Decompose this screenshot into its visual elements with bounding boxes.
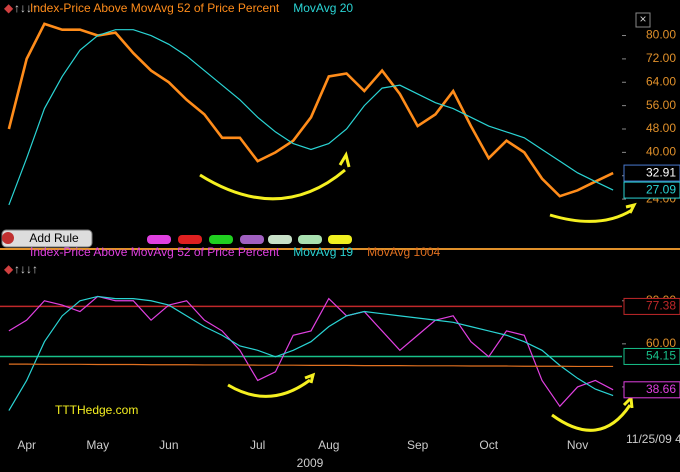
series-line — [8, 363, 614, 368]
swatch[interactable] — [268, 235, 292, 244]
arrow — [227, 378, 311, 398]
x-tick-label: Oct — [479, 438, 498, 452]
value-label-box — [623, 164, 680, 182]
value-label: 27.09 — [646, 182, 676, 196]
series-line — [8, 29, 614, 206]
button-label: Add Rule — [29, 231, 79, 245]
x-tick-label: Jun — [159, 438, 178, 452]
value-label: 77.38 — [646, 299, 676, 313]
y-tick-label: 72.00 — [646, 51, 676, 65]
y-tick-label: 64.00 — [646, 74, 676, 88]
button[interactable] — [1, 229, 93, 248]
arrow-head — [304, 372, 316, 384]
series-line — [8, 295, 614, 411]
y-tick-label: 60.00 — [646, 336, 676, 350]
watermark: TTTHedge.com — [55, 403, 138, 417]
value-label-box — [623, 347, 680, 365]
series-line — [8, 295, 614, 408]
y-tick-label: 40.00 — [646, 145, 676, 159]
x-tick-label: Jul — [250, 438, 265, 452]
swatch[interactable] — [240, 235, 264, 244]
legend: Index-Price Above MovAvg 52 of Price Per… — [30, 1, 353, 15]
value-label: 32.91 — [646, 165, 676, 179]
close-icon[interactable] — [635, 12, 651, 28]
panel-icons: ↑↓↓↑ — [14, 262, 38, 276]
close-icon-x: × — [639, 12, 646, 26]
x-tick-label: May — [86, 438, 109, 452]
legend: Index-Price Above MovAvg 52 of Price Per… — [30, 245, 441, 259]
y-tick-label: 56.00 — [646, 98, 676, 112]
value-label-box — [623, 181, 680, 199]
panel-icons: ↑↓↓↑ — [14, 1, 38, 15]
swatch[interactable] — [298, 235, 322, 244]
button-icon — [2, 232, 14, 244]
value-label: 54.15 — [646, 349, 676, 363]
style-swatches — [147, 235, 352, 244]
panel-icons: ◆ — [4, 262, 14, 276]
x-tick-label: Apr — [17, 438, 36, 452]
timestamp: 11/25/09 4:00 — [626, 432, 680, 446]
value-label-box — [623, 381, 680, 399]
swatch[interactable] — [178, 235, 202, 244]
series-line — [7, 22, 614, 198]
x-tick-label: Aug — [318, 438, 339, 452]
arrow — [551, 404, 632, 432]
legend-entry: MovAvg 19 — [293, 245, 353, 259]
swatch[interactable] — [328, 235, 352, 244]
arrow — [549, 208, 633, 223]
arrow-head — [338, 151, 351, 168]
swatch[interactable] — [147, 235, 171, 244]
x-tick-label: Nov — [567, 438, 588, 452]
legend-entry: MovAvg 1004 — [367, 245, 440, 259]
legend-entry: Index-Price Above MovAvg 52 of Price Per… — [30, 245, 280, 259]
value-label-box — [623, 297, 680, 315]
swatch[interactable] — [209, 235, 233, 244]
arrow — [199, 168, 346, 201]
year-label: 2009 — [297, 456, 324, 470]
value-label: 38.66 — [646, 382, 676, 396]
legend-entry: MovAvg 20 — [293, 1, 353, 15]
legend-entry: Index-Price Above MovAvg 52 of Price Per… — [30, 1, 280, 15]
x-tick-label: Sep — [407, 438, 429, 452]
y-tick-label: 48.00 — [646, 121, 676, 135]
arrows — [199, 151, 637, 432]
panel-icons: ◆ — [4, 1, 14, 15]
arrow-head — [625, 202, 637, 214]
y-tick-label: 80.00 — [646, 28, 676, 42]
